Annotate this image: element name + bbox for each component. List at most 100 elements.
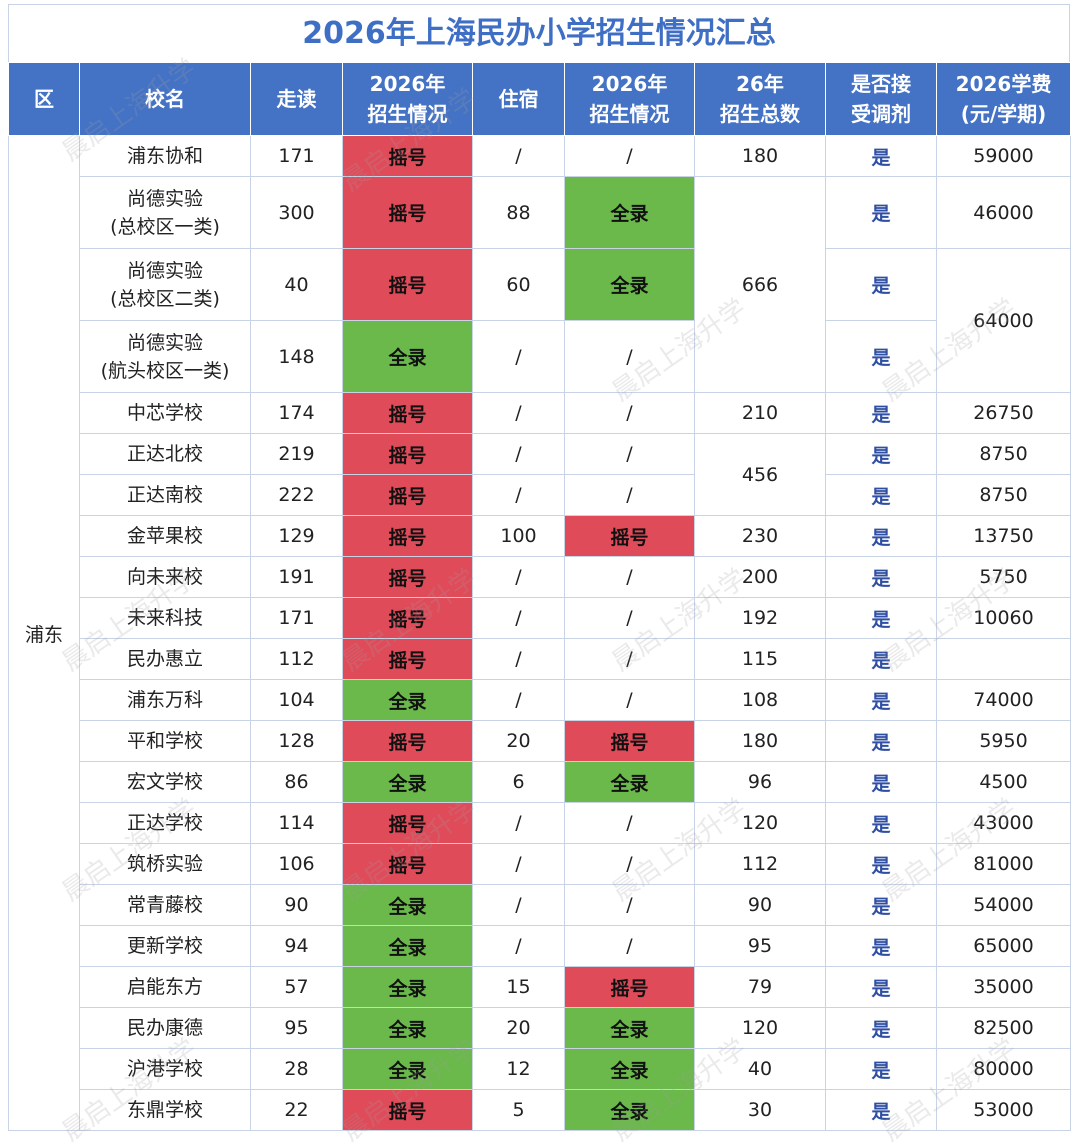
table-row: 中芯学校 174 摇号 //210 是 26750 [9, 392, 1071, 434]
day-count-cell: 57 [250, 966, 343, 1008]
column-header-line: 区 [34, 87, 54, 111]
adjust-cell: 是 [825, 802, 937, 844]
day-status-cell: 摇号 [342, 556, 473, 598]
table-row: 平和学校 128 摇号 20 摇号 180 是 5950 [9, 720, 1071, 762]
day-status-cell: 全录 [342, 761, 473, 803]
column-header: 区 [8, 62, 80, 136]
school-name-line: (总校区一类) [110, 215, 220, 238]
table-row: 民办康德 95 全录 20 全录 120 是 82500 [9, 1007, 1071, 1049]
column-header: 走读 [250, 62, 343, 136]
school-name-cell: 东鼎学校 [79, 1089, 251, 1131]
day-status-cell: 摇号 [342, 474, 473, 516]
table-row: 正达北校 219 摇号 //456 是 8750 [9, 433, 1071, 516]
fee-cell: 74000 [936, 679, 1071, 721]
board-status-cell: / [564, 884, 695, 926]
board-status-cell: 全录 [564, 1007, 695, 1049]
day-status-cell: 全录 [342, 679, 473, 721]
day-status-cell: 全录 [342, 925, 473, 967]
school-name-cell: 未来科技 [79, 597, 251, 639]
board-count-cell: / [472, 433, 565, 475]
adjust-cell: 是 [825, 474, 937, 516]
table-row: 向未来校 191 摇号 //200 是 5750 [9, 556, 1071, 598]
board-count-cell: / [472, 884, 565, 926]
day-status-cell: 全录 [342, 1007, 473, 1049]
board-status-cell: 摇号 [564, 966, 695, 1008]
table-row: 尚德实验 (总校区二类) 40 摇号 60 全录是 64000 [9, 248, 1071, 393]
board-count-cell: / [472, 135, 565, 177]
table-row: 启能东方 57 全录 15 摇号 79 是 35000 [9, 966, 1071, 1008]
board-count-cell: / [472, 556, 565, 598]
school-name-line: 宏文学校 [126, 771, 203, 793]
adjust-cell: 是 [825, 392, 937, 434]
board-status-cell: 全录 [564, 1048, 695, 1090]
board-count-cell: 12 [472, 1048, 565, 1090]
total-count-cell: 180 [694, 135, 826, 177]
column-header-line: 2026年 [591, 72, 668, 96]
table-row: 正达学校 114 摇号 //120 是 43000 [9, 802, 1071, 844]
table-row: 沪港学校 28 全录 12 全录 40 是 80000 [9, 1048, 1071, 1090]
adjust-cell: 是 [825, 320, 937, 393]
board-status-cell: 全录 [564, 176, 695, 249]
day-count-cell: 300 [250, 176, 343, 249]
fee-cell: 46000 [936, 176, 1071, 249]
school-name-cell: 金苹果校 [79, 515, 251, 557]
adjust-cell: 是 [825, 679, 937, 721]
board-count-cell: 88 [472, 176, 565, 249]
total-count-cell: 95 [694, 925, 826, 967]
adjust-cell: 是 [825, 1007, 937, 1049]
day-count-cell: 129 [250, 515, 343, 557]
table-row: 宏文学校 86 全录 6 全录 96 是 4500 [9, 761, 1071, 803]
board-count-cell: / [472, 925, 565, 967]
board-status-cell: / [564, 474, 695, 516]
adjust-cell: 是 [825, 720, 937, 762]
adjust-cell: 是 [825, 966, 937, 1008]
day-status-cell: 摇号 [342, 802, 473, 844]
board-status-cell: / [564, 802, 695, 844]
board-count-cell: 6 [472, 761, 565, 803]
fee-cell: 13750 [936, 515, 1071, 557]
table-row: 更新学校 94 全录 //95 是 65000 [9, 925, 1071, 967]
school-name-cell: 正达南校 [79, 474, 251, 516]
column-header-line: 校名 [145, 87, 185, 111]
board-count-cell: / [472, 597, 565, 639]
adjust-cell: 是 [825, 176, 937, 249]
school-name-cell: 尚德实验 (航头校区一类) [79, 320, 251, 393]
fee-cell: 10060 [936, 597, 1071, 639]
column-header-line: 走读 [276, 87, 317, 111]
total-count-cell: 210 [694, 392, 826, 434]
day-status-cell: 摇号 [342, 176, 473, 249]
day-status-cell: 摇号 [342, 392, 473, 434]
board-count-cell: 20 [472, 720, 565, 762]
total-count-cell: 120 [694, 1007, 826, 1049]
board-status-cell: / [564, 556, 695, 598]
adjust-cell: 是 [825, 597, 937, 639]
column-header-line: 住宿 [498, 87, 539, 111]
table-row: 金苹果校 129 摇号 100 摇号 230 是 13750 [9, 515, 1071, 557]
day-status-cell: 全录 [342, 884, 473, 926]
enrollment-sheet: 2026年上海民办小学招生情况汇总 区校名 走读 2026年 招生情况 住宿 2026年招… [8, 4, 1071, 1131]
school-name-cell: 尚德实验 (总校区二类) [79, 248, 251, 321]
column-header-line: 26年 [736, 72, 784, 96]
column-header-line: 是否接 [851, 72, 911, 96]
column-header: 校名 [79, 62, 251, 136]
adjust-cell: 是 [825, 761, 937, 803]
school-name-cell: 沪港学校 [79, 1048, 251, 1090]
fee-cell: 80000 [936, 1048, 1071, 1090]
board-status-cell: / [564, 392, 695, 434]
school-name-line: 尚德实验 [126, 331, 203, 354]
table-row: 常青藤校 90 全录 //90 是 54000 [9, 884, 1071, 926]
total-count-cell: 230 [694, 515, 826, 557]
day-count-cell: 114 [250, 802, 343, 844]
adjust-cell: 是 [825, 925, 937, 967]
fee-cell [936, 638, 1071, 680]
column-header-line: 招生总数 [720, 102, 800, 126]
day-count-cell: 22 [250, 1089, 343, 1131]
header-row: 区校名 走读 2026年 招生情况 住宿 2026年 招生情况 26年 招生总数 是否接 受调剂 20… [8, 62, 1071, 136]
school-name-cell: 浦东协和 [79, 135, 251, 177]
total-count-cell: 120 [694, 802, 826, 844]
board-status-cell: / [564, 638, 695, 680]
board-count-cell: / [472, 638, 565, 680]
fee-cell: 35000 [936, 966, 1071, 1008]
day-count-cell: 40 [250, 248, 343, 321]
day-count-cell: 222 [250, 474, 343, 516]
